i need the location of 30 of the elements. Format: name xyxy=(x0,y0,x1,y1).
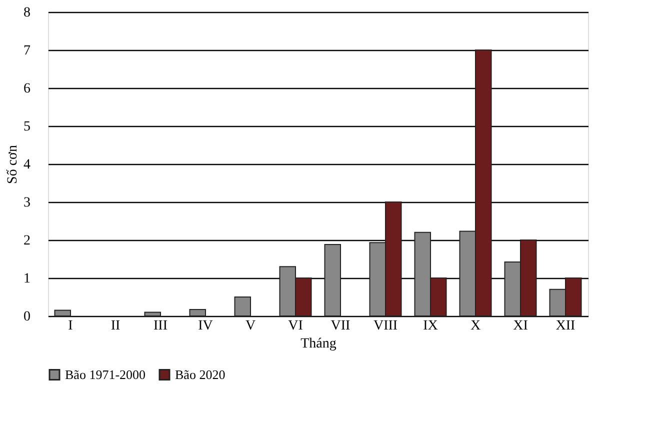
x-tick-label: IX xyxy=(423,318,438,334)
x-tick-label: V xyxy=(245,318,256,334)
bar xyxy=(324,244,341,316)
bar xyxy=(54,310,71,316)
y-tick-label: 1 xyxy=(24,272,30,286)
x-tick-label: XI xyxy=(513,318,528,334)
y-tick-label: 2 xyxy=(24,234,30,248)
y-axis-title: Số cơn xyxy=(6,145,20,184)
x-tick-label: I xyxy=(68,318,74,334)
y-tick-label: 6 xyxy=(24,82,30,96)
legend-label: Bão 2020 xyxy=(175,366,226,382)
x-tick-label: IV xyxy=(198,318,213,334)
x-tick-label: VIII xyxy=(373,318,398,334)
y-tick-label: 0 xyxy=(24,310,30,324)
y-tick-label: 5 xyxy=(24,120,30,134)
y-tick-label: 3 xyxy=(24,196,30,210)
y-tick-label: 8 xyxy=(24,6,30,20)
x-axis-title: Tháng xyxy=(300,336,336,352)
x-tick-label: X xyxy=(470,318,481,334)
legend-label: Bão 1971-2000 xyxy=(65,366,146,382)
x-tick-label: II xyxy=(110,318,120,334)
bar xyxy=(234,296,251,316)
x-tick-label: III xyxy=(154,318,168,334)
x-tick-label: XII xyxy=(556,318,576,334)
x-tick-label: VII xyxy=(330,318,351,334)
bar xyxy=(189,309,206,316)
bar xyxy=(144,312,161,316)
y-tick-label: 7 xyxy=(24,44,30,58)
y-tick-label: 4 xyxy=(24,158,30,172)
x-tick-label: VI xyxy=(288,318,304,334)
